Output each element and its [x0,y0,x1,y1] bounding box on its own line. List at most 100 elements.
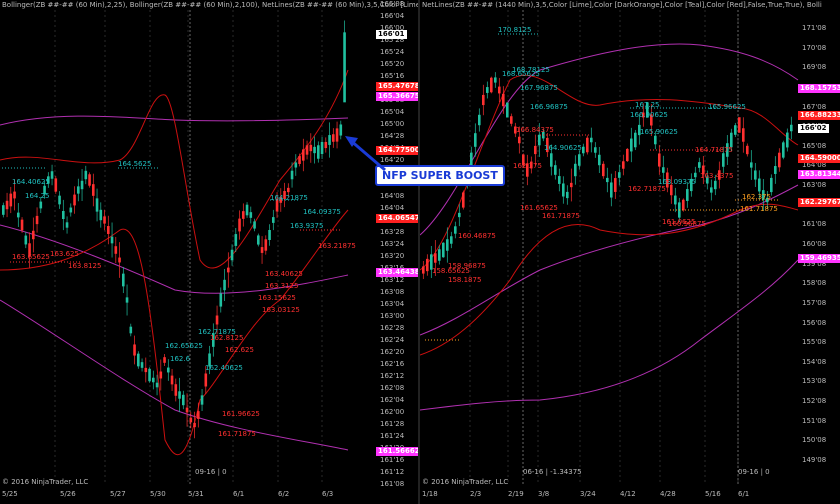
candle-body [578,154,581,166]
candle-body [730,132,733,148]
candle-body [144,367,148,373]
price-tag: 161.56662 [376,447,422,456]
candle-body [204,373,208,387]
left-y-axis[interactable]: 166'08 166'04 166'00 165'28 165'24 165'20 165'… [378,0,418,504]
candle-body [80,180,84,190]
left-copyright: © 2016 NinjaTrader, LLC [2,478,89,486]
level-label: 165.96625 [708,103,746,111]
level-label: 164.21875 [270,194,308,202]
candle-body [698,162,701,168]
y-tick-label: 161'16 [380,456,405,464]
candle-body [614,178,617,192]
candle-body [193,422,196,428]
candle-body [582,146,585,154]
x-tick-label: 6/1 [233,490,245,498]
y-tick-label: 154'08 [802,357,827,366]
y-tick-label: 161'28 [380,420,405,428]
level-label: 163.03125 [262,306,300,314]
y-tick-label: 165'24 [380,48,405,56]
y-tick-label: 165'04 [380,108,405,116]
candle-body [178,391,181,399]
candle-body [125,297,129,303]
candle-body [594,147,597,153]
candle-body [279,197,283,203]
level-label: 164.90625 [544,144,582,152]
candle-body [746,145,749,155]
candle-body [283,190,286,200]
candle-body [638,124,641,136]
y-tick-label: 149'08 [802,456,827,464]
candle-body [114,246,118,254]
level-label: 161.0625 [662,218,696,226]
price-tag: 162.29767 [798,198,840,207]
level-label: 165.90625 [640,128,678,136]
candle-body [148,368,151,382]
y-tick-label: 163'00 [380,312,405,320]
left-chart-canvas[interactable] [0,0,418,504]
bollinger-lower-long [420,259,799,411]
left-chart-panel[interactable]: Bollinger(ZB ##-## (60 Min),2,25), Bolli… [0,0,448,504]
candle-body [674,195,677,205]
right-position-label-1: 06-16 | -1.34375 [523,468,582,476]
y-tick-label: 171'08 [802,24,827,32]
candle-body [758,178,761,192]
candle-body [152,377,155,383]
candle-body [770,177,773,193]
level-label: 163.09375 [658,178,696,186]
candle-body [103,216,106,224]
right-chart-header: NetLines(ZB ##-## (1440 Min),3,5,Color [… [422,1,822,9]
level-label: 161.65625 [520,204,558,212]
y-tick-label: 164'08 [802,161,827,170]
y-tick-label: 162'20 [380,348,405,356]
candle-body [670,184,673,196]
candle-body [159,371,163,379]
candle-body [502,93,505,107]
candle-body [526,163,529,177]
panel-divider[interactable] [418,0,420,504]
candle-body [17,212,20,218]
y-tick-label: 161'08 [802,220,827,229]
y-tick-label: 161'08 [380,480,405,488]
level-label: 170.8125 [498,26,532,34]
right-chart-panel[interactable]: NetLines(ZB ##-## (1440 Min),3,5,Color [… [420,0,840,504]
candle-body [272,217,275,223]
candle-body [335,128,339,142]
candle-body [242,211,245,219]
level-label: 158.65625 [432,267,470,275]
x-tick-label: 1/18 [422,490,438,498]
candle-body [268,230,271,240]
candle-body [185,407,189,413]
candle-body [230,249,234,261]
right-y-axis[interactable]: 171'08170'08169'08168'08167'08166'08165'… [800,0,840,504]
candle-body [317,145,320,159]
y-tick-label: 164'20 [380,156,405,164]
level-label: 164.5625 [118,160,152,168]
candle-body [290,170,294,180]
x-tick-label: 5/30 [150,490,166,498]
candle-body [518,136,521,144]
candle-body [234,234,238,246]
price-tag: 166'02 [798,124,829,133]
candle-body [618,172,621,178]
price-tag: 163.81344 [798,170,840,179]
y-tick-label: 162'16 [380,360,405,368]
candle-body [227,267,230,273]
candle-body [332,134,335,142]
candle-body [682,199,685,211]
y-tick-label: 150'08 [802,436,827,445]
price-tag: 164.06547 [376,214,422,223]
candle-body [84,170,88,180]
candle-body [200,395,204,405]
y-tick-label: 162'24 [380,336,405,344]
y-tick-label: 162'28 [380,324,405,332]
level-label: 166.84375 [516,126,554,134]
candle-body [339,124,343,136]
candle-body [718,170,721,180]
level-label: 160.46875 [458,232,496,240]
candle-body [554,165,557,175]
candle-body [702,165,705,175]
right-chart-canvas[interactable] [420,0,840,504]
candle-body [35,215,39,225]
candle-body [28,243,31,257]
y-tick-label: 164'28 [380,132,405,140]
